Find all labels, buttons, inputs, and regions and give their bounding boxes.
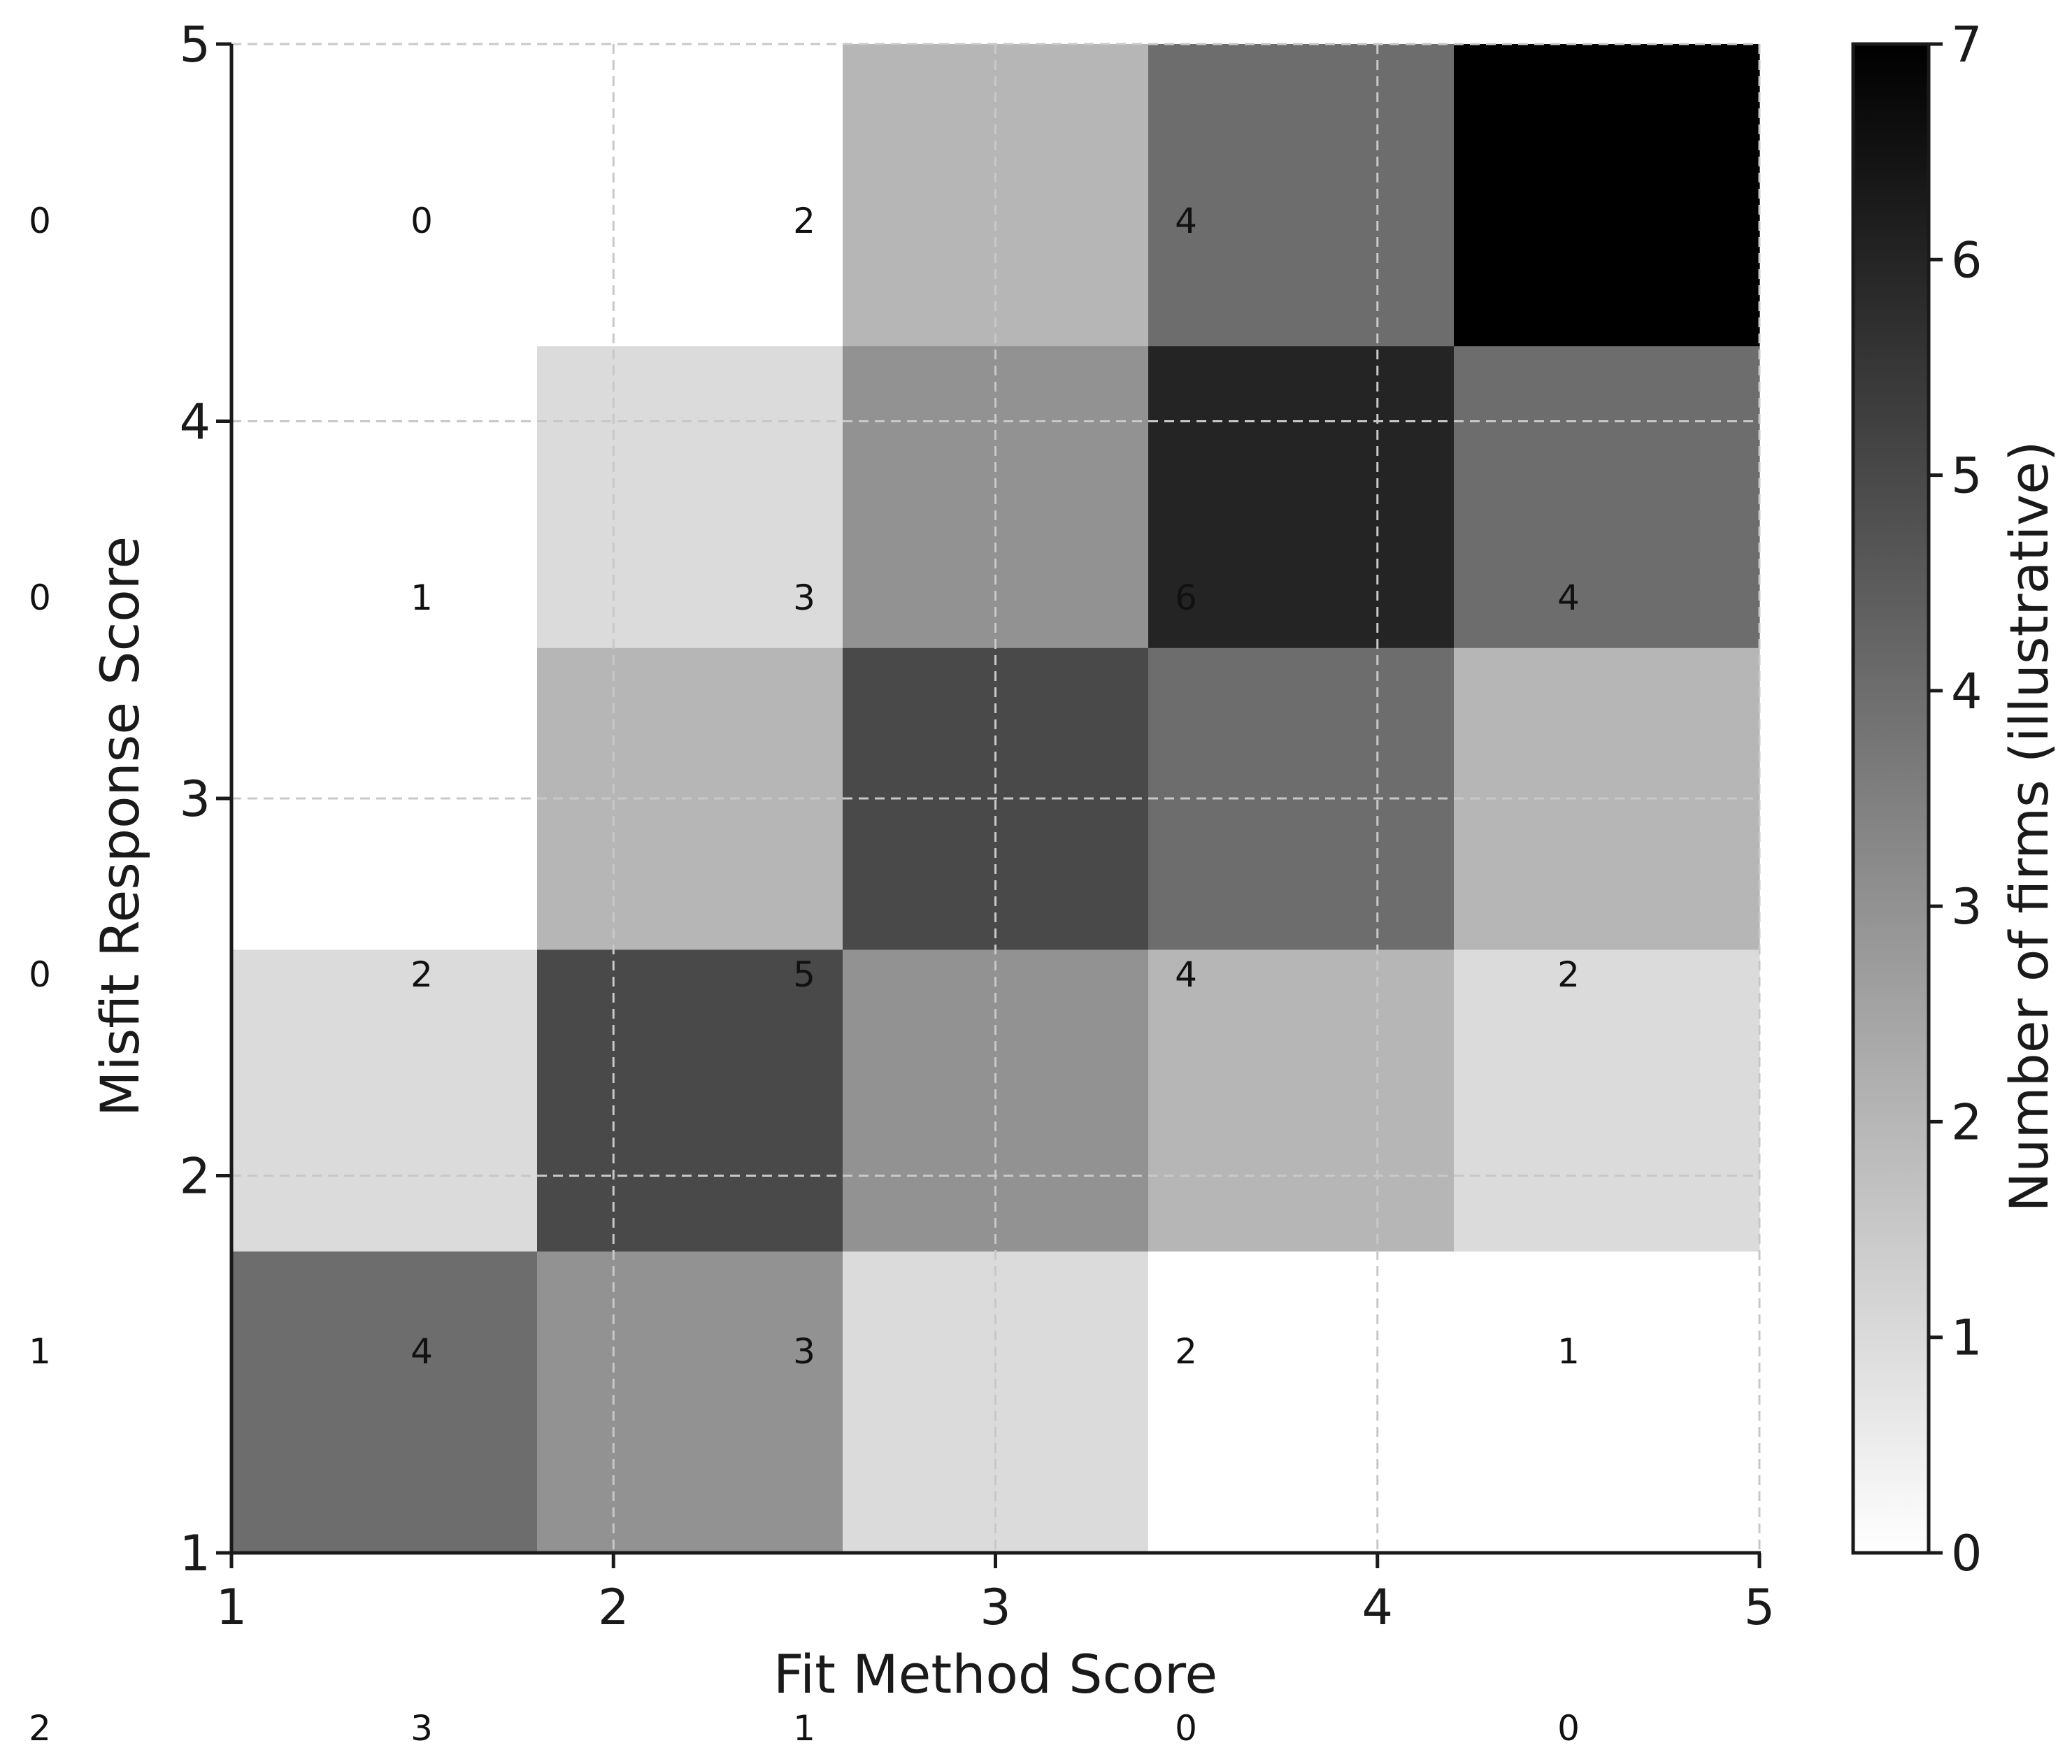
heatmap-cell (231, 949, 538, 1252)
cell-value-label: 4 (1175, 201, 1197, 241)
heatmap-cell (537, 44, 843, 347)
heatmap-cell (537, 345, 843, 648)
y-tick-label: 4 (179, 394, 210, 451)
cell-value-label: 4 (1175, 954, 1197, 995)
heatmap-cell (231, 1251, 538, 1554)
colorbar-tick-label: 7 (1951, 16, 1982, 73)
cell-value-label: 2 (793, 201, 815, 241)
cell-value-label: 3 (793, 578, 815, 618)
y-tick-label: 3 (179, 770, 210, 828)
heatmap-cell (537, 1251, 843, 1554)
y-tick-label: 1 (179, 1525, 210, 1582)
cell-value-label: 0 (1557, 1708, 1580, 1749)
colorbar-tick-label: 2 (1951, 1093, 1982, 1151)
x-tick-label: 2 (598, 1579, 629, 1636)
cell-value-label: 3 (410, 1708, 433, 1749)
heatmap-cell (1148, 949, 1455, 1252)
x-tick-labels: 1 2 3 4 5 (216, 1553, 1776, 1636)
colorbar-gradient (1851, 42, 1931, 1555)
cell-value-label: 2 (29, 1708, 51, 1749)
cell-value-labels: 0 0 2 4 0 1 3 6 4 0 2 5 4 2 1 4 3 2 1 2 3 1 0 0 (29, 201, 1580, 1749)
y-tick-labels: 1 2 3 4 5 (179, 16, 231, 1582)
colorbar: 0 1 2 3 4 5 6 7 (1851, 16, 1982, 1582)
cell-value-label: 4 (410, 1331, 433, 1372)
colorbar-title: Number of firms (illustrative) (1998, 440, 2060, 1212)
x-tick-label: 1 (216, 1579, 248, 1636)
cell-value-label: 0 (410, 201, 433, 241)
heatmap-cell (1148, 1251, 1455, 1554)
colorbar-tick-label: 3 (1951, 878, 1982, 935)
y-axis-title: Misfit Response Score (89, 536, 151, 1117)
cell-value-label: 1 (793, 1708, 815, 1749)
colorbar-tick-label: 5 (1951, 447, 1982, 505)
heatmap-cell (231, 44, 538, 347)
colorbar-tick-label: 6 (1951, 231, 1982, 289)
x-axis-title: Fit Method Score (773, 1643, 1217, 1705)
heatmap-cell (1454, 949, 1760, 1252)
cell-value-label: 2 (1557, 954, 1580, 995)
cell-value-label: 0 (29, 578, 51, 618)
heatmap-cell (231, 345, 538, 648)
heatmap-cell (537, 949, 843, 1252)
x-tick-label: 3 (980, 1579, 1011, 1636)
cell-value-label: 3 (793, 1331, 815, 1372)
x-tick-label: 5 (1744, 1579, 1776, 1636)
cell-value-label: 6 (1175, 578, 1197, 618)
cell-value-label: 5 (793, 954, 815, 995)
y-tick-label: 5 (179, 16, 210, 73)
heatmap-cell (1454, 1251, 1760, 1554)
cell-value-label: 1 (410, 578, 433, 618)
cell-value-label: 1 (29, 1331, 51, 1372)
cell-value-label: 1 (1557, 1331, 1580, 1372)
heatmap-cell (1148, 345, 1455, 648)
x-tick-label: 4 (1362, 1579, 1393, 1636)
cell-value-label: 0 (29, 201, 51, 241)
heatmap-cell (1148, 44, 1455, 347)
heatmap-cell (1454, 345, 1760, 648)
cell-value-label: 0 (29, 954, 51, 995)
cell-value-label: 2 (410, 954, 433, 995)
cell-value-label: 2 (1175, 1331, 1197, 1372)
y-tick-label: 2 (179, 1148, 210, 1205)
colorbar-tick-label: 1 (1951, 1310, 1982, 1367)
cell-value-label: 0 (1175, 1708, 1197, 1749)
colorbar-tick-label: 0 (1951, 1525, 1982, 1582)
cell-value-label: 4 (1557, 578, 1580, 618)
colorbar-tick-label: 4 (1951, 663, 1982, 720)
heatmap-cell (1454, 44, 1760, 347)
